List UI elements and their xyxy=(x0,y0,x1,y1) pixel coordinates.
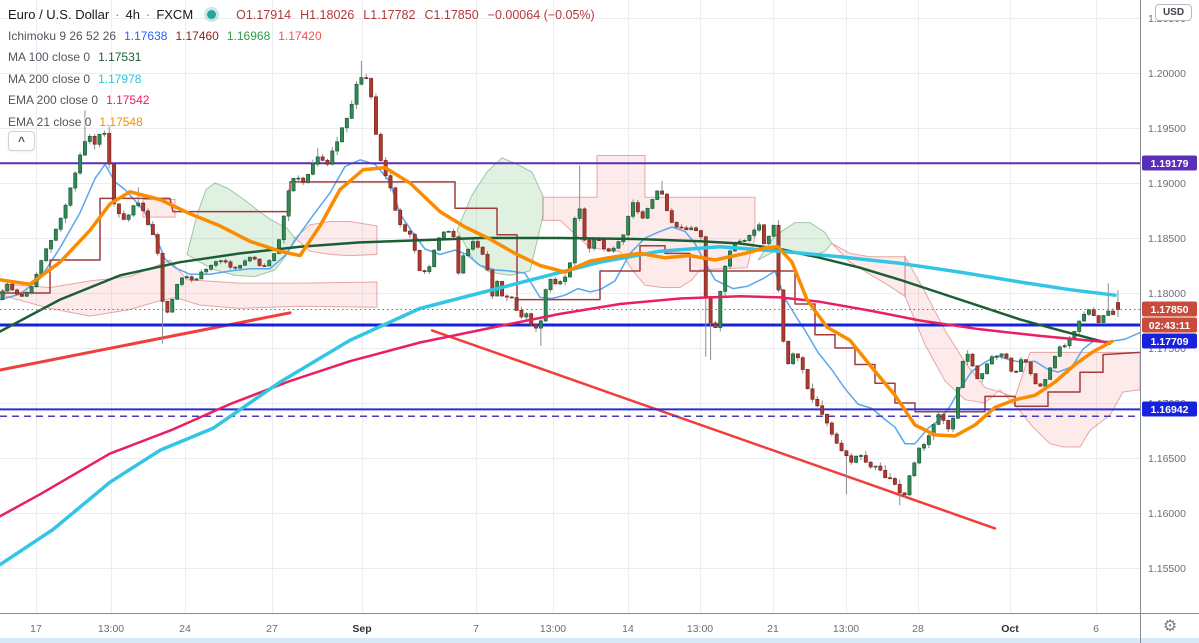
ema-21-line xyxy=(0,165,1114,438)
axis-price-label-text: 02:43:11 xyxy=(1149,320,1191,332)
candles-layer xyxy=(0,60,1120,506)
bottom-strip xyxy=(0,638,1199,643)
axis-price-label-text: 1.17709 xyxy=(1151,336,1189,348)
time-tick-label: 6 xyxy=(1093,623,1099,635)
time-tick-label: Sep xyxy=(352,623,371,635)
trend-line xyxy=(0,311,292,372)
time-tick-label: 27 xyxy=(266,623,278,635)
time-tick-label: 13:00 xyxy=(687,623,713,635)
ichimoku-cloud xyxy=(4,259,378,317)
axis-price-label-text: 1.17850 xyxy=(1151,304,1189,316)
axis-price-label xyxy=(1142,301,1197,317)
price-tick-label: 1.15500 xyxy=(1148,563,1186,575)
axis-price-label-text: 1.16942 xyxy=(1151,404,1189,416)
price-tick-label: 1.16500 xyxy=(1148,453,1186,465)
time-tick-label: 28 xyxy=(912,623,924,635)
collapse-legend-button[interactable]: ^ xyxy=(8,131,35,151)
axis-price-label xyxy=(1142,155,1197,171)
price-tick-label: 1.20000 xyxy=(1148,68,1186,80)
grid-layer xyxy=(0,0,1140,613)
axis-price-label-text: 1.19179 xyxy=(1151,158,1189,170)
ichimoku-cloud xyxy=(294,221,378,257)
ema-200-line xyxy=(0,295,1112,518)
currency-usd-button[interactable]: USD xyxy=(1155,4,1192,21)
price-tick-label: 1.19500 xyxy=(1148,123,1186,135)
time-tick-label: 13:00 xyxy=(98,623,124,635)
ma-100-line xyxy=(0,236,1112,345)
time-tick-label: 24 xyxy=(179,623,191,635)
price-tick-label: 1.18500 xyxy=(1148,233,1186,245)
time-tick-label: 21 xyxy=(767,623,779,635)
time-tick-label: Oct xyxy=(1001,623,1019,635)
price-tick-label: 1.19000 xyxy=(1148,178,1186,190)
trend-line xyxy=(430,329,997,530)
ichimoku-cloud xyxy=(186,182,296,278)
time-tick-label: 13:00 xyxy=(833,623,859,635)
axis-price-label xyxy=(1142,333,1197,349)
time-tick-label: 14 xyxy=(622,623,634,635)
time-tick-label: 13:00 xyxy=(540,623,566,635)
price-tick-label: 1.16000 xyxy=(1148,508,1186,520)
axis-price-label xyxy=(1142,317,1197,333)
time-tick-label: 7 xyxy=(473,623,479,635)
price-tick-label: 1.18000 xyxy=(1148,288,1186,300)
moving-averages-layer xyxy=(0,165,1117,567)
axis-settings-gear-icon[interactable]: ⚙ xyxy=(1158,615,1182,639)
ichimoku-cloud xyxy=(904,254,1141,448)
axis-price-label xyxy=(1142,401,1197,417)
time-tick-label: 17 xyxy=(30,623,42,635)
